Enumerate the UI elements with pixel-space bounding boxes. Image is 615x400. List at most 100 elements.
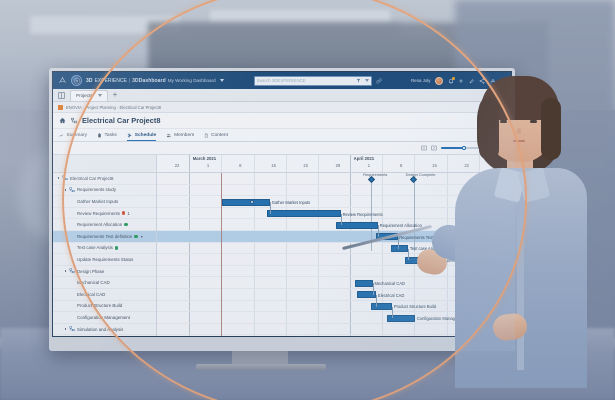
timeline-tick-label: 1 bbox=[206, 163, 210, 168]
chevron-down-icon[interactable] bbox=[219, 79, 224, 82]
search-input[interactable] bbox=[256, 78, 354, 83]
expand-toggle-icon[interactable] bbox=[64, 188, 67, 191]
gantt-row-band[interactable] bbox=[157, 196, 511, 208]
task-name: Electrical CAD bbox=[77, 291, 106, 297]
row-chevron-down-icon[interactable]: ▾ bbox=[140, 233, 143, 239]
progress-handle[interactable] bbox=[250, 200, 255, 205]
task-row[interactable]: Review Requirements 1 bbox=[53, 208, 156, 220]
filter-icon[interactable] bbox=[356, 78, 361, 83]
task-row[interactable]: Design Phase bbox=[53, 266, 156, 278]
tab-projects[interactable]: Projects bbox=[70, 89, 108, 101]
gantt-bar[interactable] bbox=[387, 314, 416, 322]
gantt-bar[interactable] bbox=[371, 303, 393, 310]
eye-icon[interactable] bbox=[487, 145, 493, 151]
task-row[interactable]: Mechanical CAD bbox=[53, 277, 156, 289]
collapse-icon[interactable] bbox=[421, 145, 427, 151]
gantt-row-band[interactable] bbox=[157, 208, 511, 220]
add-tab-button[interactable]: + bbox=[112, 90, 118, 99]
gantt-row-band[interactable] bbox=[157, 243, 511, 255]
timeline-tick-label: 15 bbox=[271, 163, 276, 168]
timeline-gridline bbox=[253, 155, 255, 172]
task-row[interactable]: Electrical CAD bbox=[53, 289, 156, 301]
timeline-gridline bbox=[253, 173, 255, 336]
tab-summary[interactable]: Summary bbox=[59, 133, 87, 142]
timeline-body[interactable]: Requirements Design Complete Gather Market… bbox=[157, 172, 511, 336]
gantt-row-band[interactable] bbox=[157, 289, 511, 301]
task-row[interactable]: Requirements Test definition ▾ bbox=[53, 230, 156, 243]
brand-title: 3D EXPERIENCE | 3DDashboard My Working Da… bbox=[86, 78, 224, 84]
gantt-bar[interactable] bbox=[266, 210, 342, 218]
compass-logo-icon[interactable] bbox=[58, 76, 67, 85]
task-row[interactable]: Product Structure Build bbox=[53, 301, 156, 313]
side-panel-toggle-icon[interactable] bbox=[58, 91, 65, 99]
search-chevron-down-icon[interactable] bbox=[364, 79, 369, 82]
minimize-icon[interactable] bbox=[480, 105, 485, 110]
task-row[interactable]: Update Requirements Status bbox=[53, 254, 156, 266]
gantt-bar[interactable] bbox=[335, 221, 379, 229]
global-search[interactable] bbox=[253, 75, 372, 86]
gantt-row-band[interactable] bbox=[157, 173, 511, 185]
gantt-bar-label: Mechanical CAD bbox=[374, 281, 405, 287]
gantt-row-band[interactable] bbox=[157, 335, 511, 336]
tab-content[interactable]: Content bbox=[204, 133, 228, 142]
avatar[interactable] bbox=[435, 76, 443, 85]
maximize-icon[interactable] bbox=[490, 105, 495, 110]
gantt-bar[interactable] bbox=[357, 291, 377, 299]
title-chevron-down-icon[interactable] bbox=[488, 119, 492, 122]
help-icon[interactable] bbox=[500, 78, 506, 84]
timeline-month-label: March 2021 bbox=[192, 156, 217, 161]
task-row[interactable]: Configuration Management bbox=[53, 312, 156, 324]
zoom-slider-knob[interactable] bbox=[462, 146, 466, 150]
pen-icon[interactable] bbox=[469, 78, 475, 84]
task-row[interactable]: Electrical Car Project8 bbox=[53, 173, 156, 185]
task-row[interactable]: Multi Physics bbox=[53, 335, 156, 336]
gantt-bar-label: Update Requirements Status bbox=[424, 258, 477, 263]
task-row[interactable]: Requirement Allocation bbox=[53, 219, 156, 231]
tab-schedule[interactable]: Schedule bbox=[126, 133, 157, 141]
user-name[interactable]: Rena Joly bbox=[410, 78, 431, 83]
gantt-bar[interactable] bbox=[376, 233, 398, 241]
timeline-tick-label: 29 bbox=[335, 163, 341, 168]
breadcrumb-text[interactable]: ENOVIA · Project Planning · Electrical C… bbox=[66, 104, 161, 110]
expand-toggle-icon[interactable] bbox=[64, 270, 67, 273]
project-icon bbox=[70, 117, 78, 124]
display-monitor: 3D EXPERIENCE | 3DDashboard My Working Da… bbox=[49, 68, 515, 351]
gantt-row-band[interactable] bbox=[157, 266, 511, 278]
tab-tasks[interactable]: Tasks bbox=[97, 133, 117, 142]
scrollbar-thumb[interactable] bbox=[507, 174, 510, 299]
zoom-slider[interactable] bbox=[441, 145, 483, 152]
expand-toggle-icon[interactable] bbox=[64, 328, 67, 331]
edit-pen-icon[interactable] bbox=[498, 117, 505, 124]
compass-icon[interactable] bbox=[71, 75, 82, 86]
status-badge-red bbox=[121, 211, 126, 215]
gantt-row-band[interactable] bbox=[157, 185, 511, 197]
gantt-row-band[interactable] bbox=[157, 219, 511, 231]
gantt-bar[interactable] bbox=[355, 279, 373, 287]
gantt-add-icon[interactable] bbox=[497, 145, 503, 151]
gantt-row-band[interactable] bbox=[157, 254, 511, 266]
task-row[interactable]: Requirements study bbox=[53, 185, 156, 197]
widget-menu-chevron-down-icon[interactable] bbox=[502, 105, 506, 109]
task-row[interactable]: Simulation and Analysis bbox=[53, 324, 156, 336]
expand-toggle-icon[interactable] bbox=[57, 177, 60, 180]
tab-chevron-down-icon[interactable] bbox=[97, 94, 102, 97]
task-row[interactable]: Test case Analysis bbox=[53, 243, 156, 255]
apps-icon[interactable] bbox=[490, 78, 496, 84]
gantt-row-band[interactable] bbox=[157, 301, 511, 313]
vertical-scrollbar[interactable] bbox=[507, 174, 510, 334]
gantt-bar[interactable] bbox=[222, 198, 271, 206]
home-icon[interactable] bbox=[59, 117, 66, 124]
task-row[interactable]: Gather Market Inputs bbox=[53, 196, 156, 208]
gantt-row-band[interactable] bbox=[157, 231, 511, 243]
share-link-icon[interactable] bbox=[376, 78, 382, 84]
tab-members[interactable]: Members bbox=[166, 133, 194, 142]
gantt-row-band[interactable] bbox=[157, 277, 511, 289]
gantt-row-band[interactable] bbox=[157, 312, 511, 324]
notifications-icon[interactable] bbox=[447, 76, 455, 84]
gantt-bar[interactable] bbox=[390, 245, 409, 252]
share-icon[interactable] bbox=[479, 77, 485, 84]
expand-icon[interactable] bbox=[431, 145, 437, 151]
task-name: Design Phase bbox=[77, 268, 105, 274]
gantt-row-band[interactable] bbox=[157, 324, 511, 336]
add-icon[interactable] bbox=[458, 78, 464, 84]
